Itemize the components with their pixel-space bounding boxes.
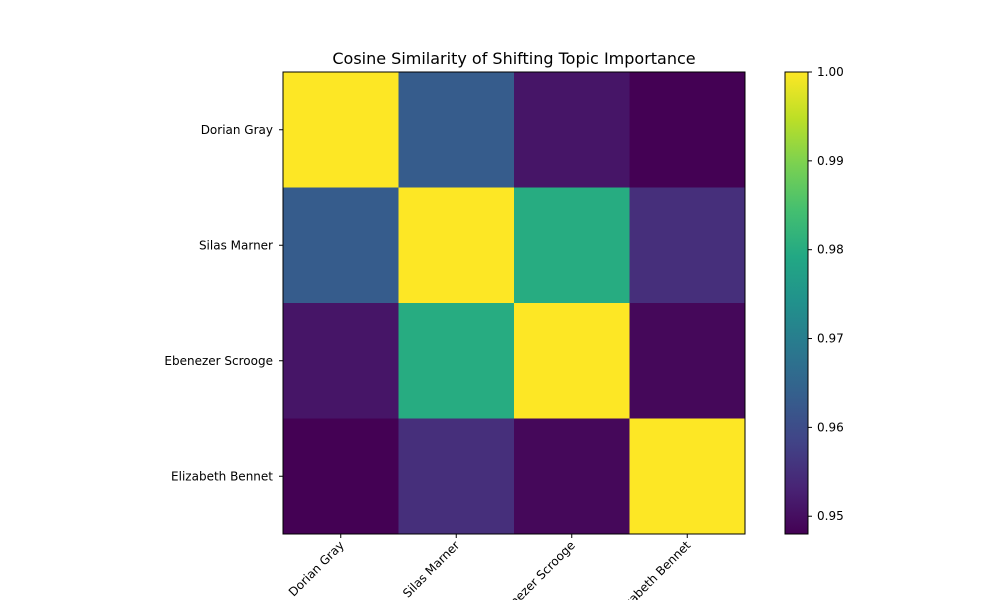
heatmap-cell [514, 303, 630, 419]
heatmap-cells [283, 72, 746, 535]
heatmap-cell [283, 187, 399, 304]
heatmap-cell [629, 187, 746, 304]
heatmap-cell [283, 418, 399, 535]
heatmap-cell [629, 72, 746, 188]
heatmap-cell [398, 303, 515, 419]
x-tick-label: Ebenezer Scrooge [491, 538, 578, 600]
colorbar-gradient [784, 71, 809, 535]
heatmap-cell [514, 418, 630, 535]
colorbar-tick-label: 0.99 [817, 154, 844, 168]
heatmap-cell [629, 418, 746, 535]
colorbar: 0.95 0.96 0.97 0.98 0.99 1.00 [784, 65, 844, 535]
x-tick-label: Elizabeth Bennet [611, 538, 693, 600]
colorbar-tick-label: 0.96 [817, 420, 844, 434]
y-axis-ticks: Dorian Gray Silas Marner Ebenezer Scrooge E… [164, 123, 283, 483]
x-tick-label: Dorian Gray [286, 538, 347, 599]
x-axis-ticks: Dorian Gray Silas Marner Ebenezer Scrooge E… [286, 534, 694, 604]
x-tick-label: Silas Marner [400, 538, 462, 600]
chart-title: Cosine Similarity of Shifting Topic Impo… [332, 49, 695, 68]
heatmap-cell [514, 72, 630, 188]
y-tick-label: Silas Marner [199, 238, 273, 252]
colorbar-tick-label: 0.97 [817, 332, 844, 346]
heatmap-cell [629, 303, 746, 419]
y-tick-label: Ebenezer Scrooge [164, 354, 273, 368]
colorbar-tick-label: 0.98 [817, 243, 844, 257]
heatmap-cell [283, 303, 399, 419]
plot-frame [282, 71, 746, 535]
heatmap-cell [398, 72, 515, 188]
heatmap-cell [514, 187, 630, 304]
heatmap-cell [398, 187, 515, 304]
colorbar-tick-label: 1.00 [817, 65, 844, 79]
heatmap-cell [398, 418, 515, 535]
heatmap-cell [283, 72, 399, 188]
y-tick-label: Elizabeth Bennet [171, 469, 273, 483]
colorbar-tick-label: 0.95 [817, 509, 844, 523]
y-tick-label: Dorian Gray [201, 123, 273, 137]
